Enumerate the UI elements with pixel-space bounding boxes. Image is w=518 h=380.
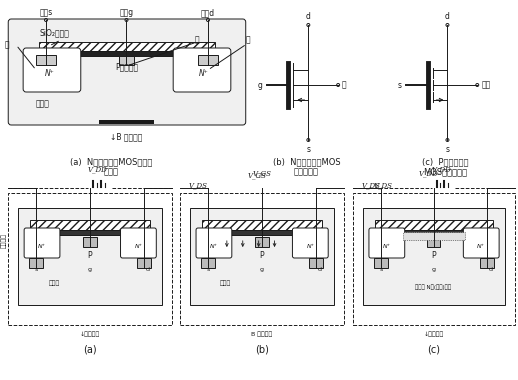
Bar: [8, 193, 172, 325]
Text: N⁺: N⁺: [38, 244, 46, 249]
Text: (a)  N沟道增强型MOS管结构: (a) N沟道增强型MOS管结构: [70, 157, 153, 166]
Text: N⁺: N⁺: [135, 244, 142, 249]
Text: N⁺: N⁺: [383, 244, 391, 249]
Text: g: g: [260, 267, 264, 272]
Text: 铝: 铝: [5, 41, 9, 49]
Bar: [375, 220, 493, 230]
Bar: [375, 230, 493, 235]
FancyBboxPatch shape: [8, 19, 246, 125]
FancyBboxPatch shape: [293, 228, 328, 258]
Text: s: s: [398, 81, 402, 90]
Text: g: g: [88, 267, 92, 272]
Bar: [39, 42, 215, 51]
Text: N⁺: N⁺: [477, 244, 485, 249]
Bar: [201, 258, 215, 268]
Text: SiO₂绝缘层: SiO₂绝缘层: [39, 28, 69, 37]
Text: d: d: [488, 267, 492, 272]
Text: s: s: [206, 267, 210, 272]
Bar: [202, 230, 322, 235]
Text: 耗尽层: 耗尽层: [220, 280, 232, 286]
Text: d: d: [306, 12, 311, 21]
Bar: [309, 258, 323, 268]
Text: V_DS: V_DS: [373, 181, 392, 189]
Bar: [255, 237, 269, 247]
Bar: [137, 258, 151, 268]
Text: MOS管代表符号: MOS管代表符号: [423, 168, 468, 176]
FancyBboxPatch shape: [463, 228, 499, 258]
Text: s: s: [306, 145, 310, 154]
Text: B 衬底引线: B 衬底引线: [251, 331, 272, 337]
Text: V_GS: V_GS: [247, 171, 266, 179]
Bar: [18, 208, 162, 305]
Bar: [119, 56, 135, 65]
Text: 铝: 铝: [195, 35, 199, 44]
Text: d: d: [146, 267, 149, 272]
Text: 漏极d: 漏极d: [201, 8, 215, 17]
Text: 衬: 衬: [342, 81, 347, 90]
Bar: [198, 55, 218, 65]
Text: V_DD: V_DD: [88, 165, 108, 173]
Text: ↓对底引线: ↓对底引线: [80, 331, 100, 337]
Text: (b)  N沟道增强型MOS: (b) N沟道增强型MOS: [272, 157, 340, 166]
Bar: [374, 258, 388, 268]
Text: N⁺: N⁺: [45, 70, 55, 79]
Bar: [36, 55, 56, 65]
Bar: [83, 237, 97, 247]
Text: P: P: [431, 250, 436, 260]
Text: V_GS: V_GS: [252, 169, 271, 177]
Text: 示意图: 示意图: [104, 168, 119, 176]
Text: 管代表符号: 管代表符号: [294, 168, 319, 176]
Bar: [190, 208, 334, 305]
Bar: [363, 208, 505, 305]
Text: s: s: [34, 267, 38, 272]
Text: P型硅衬底: P型硅衬底: [115, 62, 138, 71]
Text: 耗尽层 N型(感生)沟道: 耗尽层 N型(感生)沟道: [415, 284, 452, 290]
Text: V_DS: V_DS: [362, 181, 380, 189]
Text: (a): (a): [83, 345, 96, 355]
Bar: [30, 230, 150, 235]
Text: N⁺: N⁺: [199, 70, 209, 79]
Text: 栅极g: 栅极g: [120, 8, 134, 17]
Text: (b): (b): [255, 345, 268, 355]
Text: V_DD: V_DD: [419, 169, 438, 177]
FancyBboxPatch shape: [196, 228, 232, 258]
Bar: [69, 51, 185, 56]
Text: V_DS: V_DS: [189, 181, 208, 189]
Text: 源极s: 源极s: [39, 8, 53, 17]
Text: N⁺: N⁺: [306, 244, 314, 249]
Text: ↓衬底引线: ↓衬底引线: [423, 331, 443, 337]
Text: d: d: [317, 267, 321, 272]
Text: 耗尽层: 耗尽层: [48, 280, 60, 286]
Bar: [353, 193, 515, 325]
FancyBboxPatch shape: [23, 48, 81, 92]
Text: s: s: [379, 267, 382, 272]
Text: (c)  P沟道增强型: (c) P沟道增强型: [422, 157, 469, 166]
Text: 衬底: 衬底: [481, 81, 491, 90]
Text: P: P: [260, 250, 264, 260]
Bar: [30, 220, 150, 230]
Text: s: s: [445, 145, 450, 154]
Text: 铝: 铝: [246, 35, 250, 44]
Bar: [427, 237, 440, 247]
FancyBboxPatch shape: [121, 228, 156, 258]
Text: 二氧化硅: 二氧化硅: [1, 233, 6, 249]
Bar: [402, 232, 465, 240]
Bar: [180, 193, 344, 325]
Bar: [98, 120, 154, 124]
Text: ↓B 衬底引线: ↓B 衬底引线: [110, 132, 142, 141]
Text: g: g: [258, 81, 263, 90]
Text: 耗尽层: 耗尽层: [36, 100, 50, 109]
FancyBboxPatch shape: [369, 228, 405, 258]
FancyBboxPatch shape: [173, 48, 231, 92]
Text: N⁺: N⁺: [210, 244, 218, 249]
Bar: [480, 258, 494, 268]
Text: (c): (c): [427, 345, 440, 355]
FancyBboxPatch shape: [24, 228, 60, 258]
Bar: [29, 258, 43, 268]
Text: V_DD: V_DD: [431, 165, 451, 173]
Text: d: d: [445, 12, 450, 21]
Text: g: g: [431, 267, 436, 272]
Bar: [202, 220, 322, 230]
Text: P: P: [88, 250, 92, 260]
